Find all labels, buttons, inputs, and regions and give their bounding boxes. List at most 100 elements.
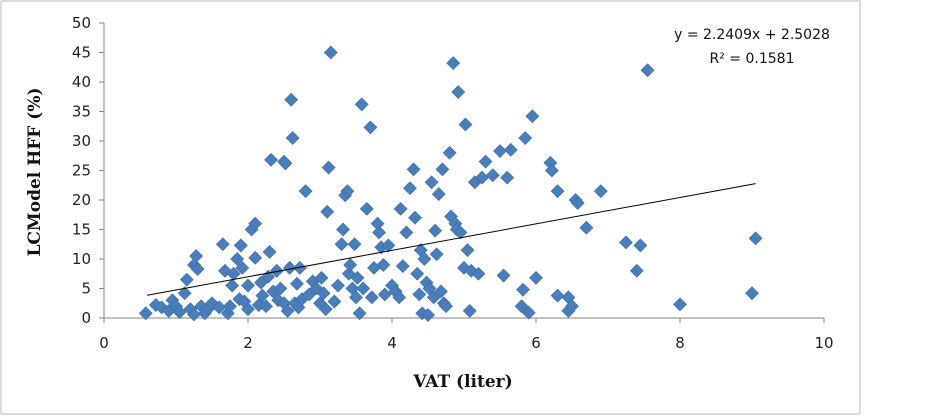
data-point — [521, 305, 536, 320]
data-point — [529, 270, 543, 285]
data-point — [434, 284, 448, 299]
data-point — [458, 117, 473, 132]
data-point — [485, 168, 500, 183]
data-point — [215, 237, 230, 252]
data-point — [442, 145, 457, 160]
data-point — [406, 162, 421, 177]
data-point — [318, 302, 333, 317]
data-point — [500, 170, 515, 185]
data-point — [377, 287, 392, 302]
y-tick-label: 40 — [72, 73, 91, 91]
data-point — [410, 266, 425, 281]
y-tick-label: 35 — [72, 103, 91, 121]
data-point — [233, 238, 248, 253]
data-point — [550, 184, 565, 199]
data-point — [376, 257, 391, 272]
data-point — [359, 201, 374, 216]
data-point — [516, 282, 530, 297]
data-point — [462, 303, 477, 318]
data-point — [177, 286, 192, 301]
data-point — [356, 281, 371, 296]
y-tick-label: 20 — [72, 191, 91, 209]
data-point — [633, 238, 648, 253]
data-point — [248, 216, 263, 231]
y-axis-title: LCModel HFF (%) — [25, 87, 45, 256]
data-point — [273, 281, 288, 296]
data-point — [352, 306, 367, 321]
data-point — [550, 288, 565, 303]
data-point — [593, 184, 608, 199]
data-point — [435, 162, 450, 177]
data-point — [255, 288, 270, 303]
data-point — [372, 225, 386, 240]
data-point — [241, 278, 255, 293]
data-point — [579, 220, 594, 235]
data-point — [284, 92, 299, 107]
data-point — [399, 225, 414, 240]
data-point — [189, 249, 204, 263]
data-point — [496, 268, 511, 283]
data-point — [428, 223, 443, 238]
y-tick-label: 50 — [72, 14, 91, 32]
data-point — [629, 263, 644, 278]
data-point — [392, 290, 407, 305]
data-point — [403, 181, 417, 196]
x-tick-label: 2 — [243, 334, 253, 352]
data-point — [544, 163, 559, 178]
data-point — [429, 247, 444, 262]
data-point — [446, 56, 461, 71]
data-point — [748, 231, 763, 246]
data-point — [314, 270, 329, 285]
y-tick-label: 25 — [72, 162, 91, 180]
x-tick-label: 8 — [675, 334, 685, 352]
data-point — [226, 266, 241, 281]
x-tick-label: 4 — [387, 334, 397, 352]
data-point — [343, 257, 358, 272]
data-point — [478, 154, 493, 169]
data-point — [503, 142, 518, 157]
data-point — [514, 299, 529, 314]
data-point — [327, 294, 342, 309]
data-point — [212, 300, 227, 315]
data-points — [138, 45, 763, 322]
y-tick-label: 15 — [72, 221, 91, 239]
data-point — [565, 299, 579, 314]
data-point — [248, 250, 263, 265]
data-point — [179, 272, 194, 287]
data-point — [417, 252, 432, 266]
data-point — [223, 299, 237, 314]
data-point — [349, 290, 363, 305]
data-point — [259, 299, 273, 314]
data-point — [285, 131, 300, 145]
data-point — [525, 109, 540, 124]
data-point — [331, 278, 345, 293]
data-point — [235, 260, 250, 275]
data-point — [230, 252, 245, 266]
data-point — [619, 235, 633, 250]
data-point — [471, 266, 486, 281]
x-axis-title: VAT (liter) — [412, 372, 512, 392]
data-point — [172, 305, 187, 320]
data-point — [282, 260, 297, 275]
x-tick-label: 0 — [99, 334, 109, 352]
y-tick-label: 30 — [72, 132, 91, 150]
data-point — [412, 287, 427, 302]
data-point — [431, 187, 446, 202]
data-point — [460, 243, 475, 258]
data-point — [640, 63, 655, 78]
data-point — [439, 299, 453, 314]
data-point — [673, 297, 687, 312]
data-point — [395, 259, 410, 274]
data-point — [225, 278, 240, 293]
trendline — [147, 183, 756, 296]
data-point — [280, 303, 295, 318]
data-point — [298, 184, 313, 199]
trendline-group — [147, 183, 756, 296]
x-tick-label: 10 — [814, 334, 833, 352]
data-point — [292, 260, 307, 275]
data-point — [278, 156, 293, 171]
data-point — [354, 97, 369, 112]
data-point — [364, 290, 379, 305]
data-point — [264, 152, 278, 167]
